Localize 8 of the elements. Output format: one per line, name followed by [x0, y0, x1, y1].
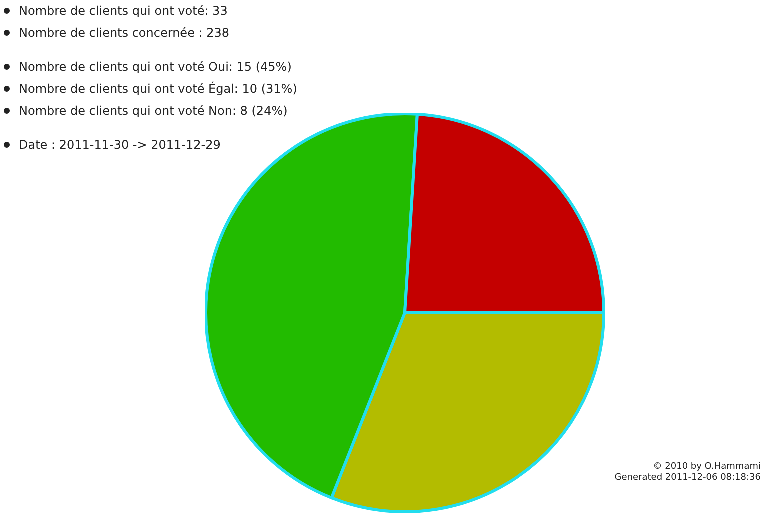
- text: Nombre de clients qui ont voté Égal: 10 (31%): [19, 82, 298, 96]
- text: Nombre de clients qui ont voté Non: 8 (24%): [19, 104, 288, 118]
- text: Nombre de clients qui ont voté Oui: 15 (45%): [19, 60, 292, 74]
- text: Date : 2011-11-30 -> 2011-12-29: [19, 138, 221, 152]
- text: © 2010 by O.Hammami: [652, 462, 761, 473]
- text: Nombre de clients qui ont voté: 33: [19, 4, 228, 18]
- text: Generated 2011-12-06 08:18:36: [614, 473, 761, 484]
- text: Nombre de clients concernée : 238: [19, 26, 230, 40]
